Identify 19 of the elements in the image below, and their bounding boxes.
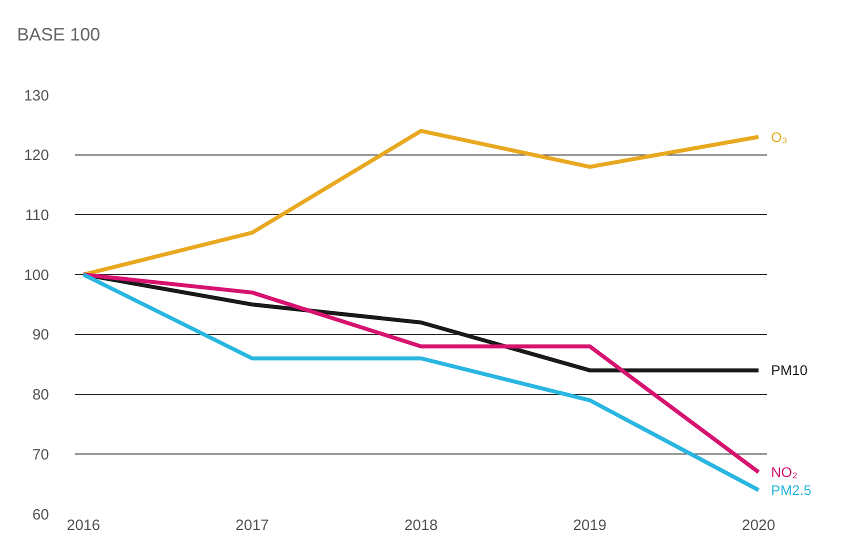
chart-title: BASE 100 [17,24,100,45]
series-label: NO₂ [771,464,798,480]
line-series [81,128,761,277]
y-tick-label: 130 [24,87,49,104]
series-label: PM2.5 [771,482,812,498]
x-tick-label: 2016 [66,517,100,534]
y-tick-label: 70 [32,446,49,464]
x-tick-label: 2017 [236,517,269,534]
y-tick-label: 110 [25,206,49,224]
x-tick-label: 2019 [573,517,606,534]
x-tick-label: 2018 [404,517,438,534]
x-tick-label: 2020 [742,517,776,534]
series-label: O₃ [771,129,788,145]
series-label: PM10 [771,362,808,378]
y-tick-label: 120 [24,147,49,164]
y-tick-label: 80 [32,386,49,404]
y-tick-label: 100 [24,266,49,284]
y-tick-label: 90 [32,326,49,344]
y-tick-label: 60 [32,506,49,524]
